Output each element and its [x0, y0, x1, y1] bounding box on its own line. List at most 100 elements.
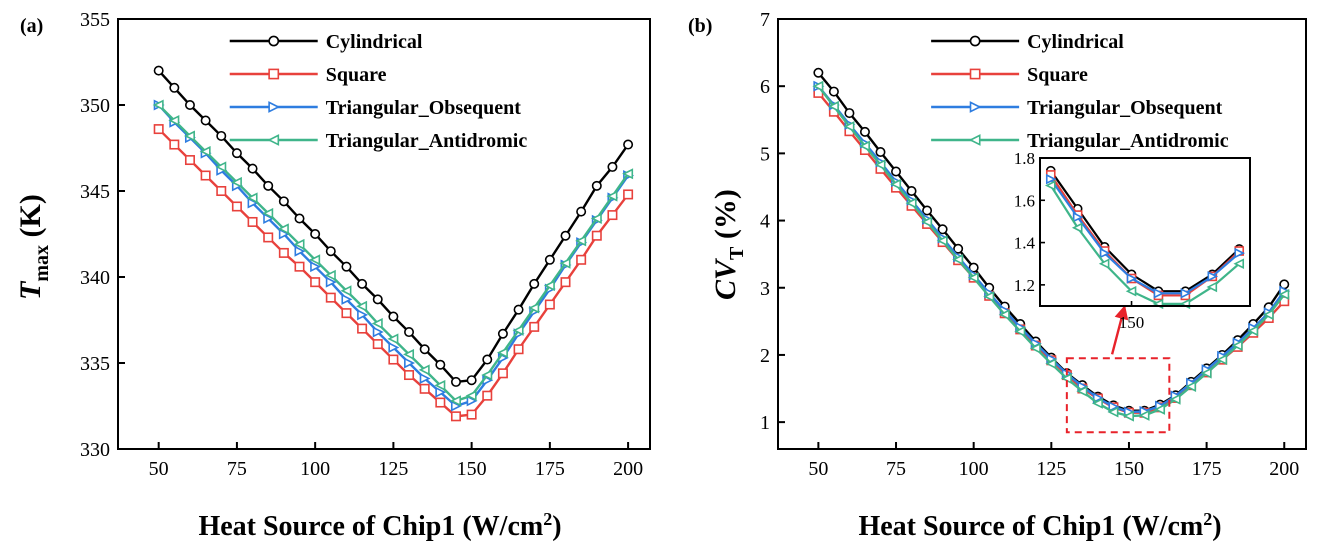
panel-b-point-cylindrical: [953, 243, 964, 254]
panel-a-legend-item-cylindrical: Cylindrical: [229, 31, 423, 53]
panel-b-y-tick-label: 2: [760, 345, 770, 367]
panel-b-point-triangular-antidromic: [858, 140, 870, 152]
panel-a-point-triangular-antidromic: [528, 302, 540, 314]
inset-point-triangular-obsequent: [1099, 247, 1111, 259]
panel-b-point-triangular-antidromic: [1278, 288, 1290, 300]
panel-a-point-cylindrical: [231, 148, 242, 159]
panel-b-legend-label: Square: [1027, 64, 1088, 86]
panel-a-point-square: [404, 370, 415, 381]
panel-b-point-triangular-antidromic: [967, 272, 979, 284]
panel-b-legend-item-triangular-obsequent: Triangular_Obsequent: [931, 97, 1223, 119]
panel-a-point-cylindrical: [372, 294, 383, 305]
panel-a-point-square: [200, 170, 211, 181]
panel-a-point-triangular-antidromic: [387, 333, 399, 345]
panel-a-point-triangular-obsequent: [263, 213, 275, 225]
panel-a-point-square: [247, 216, 258, 227]
panel-a-y-axis-label: Tmax (K): [14, 194, 53, 300]
panel-a-legend-label: Triangular_Obsequent: [326, 97, 522, 119]
panel-a-point-square: [357, 323, 368, 334]
panel-b-y-tick-label: 7: [760, 9, 770, 31]
panel-a-y-tick-label: 345: [80, 181, 110, 203]
panel-a-point-cylindrical: [529, 278, 540, 289]
panel-a-point-triangular-antidromic: [183, 130, 195, 142]
panel-a-point-cylindrical: [497, 328, 508, 339]
panel-a-point-triangular-antidromic: [449, 395, 461, 407]
panel-b-point-cylindrical: [922, 205, 933, 216]
panel-a: (a) 50 75 100 125 150 175 200 330 335 340 345 350 35…: [14, 9, 651, 542]
panel-a-point-triangular-antidromic: [559, 257, 571, 269]
panel-a-point-square: [529, 321, 540, 332]
panel-b-point-triangular-antidromic: [874, 159, 886, 171]
panel-a-point-square: [450, 411, 461, 422]
panel-a-point-triangular-antidromic: [575, 235, 587, 247]
panel-a-legend-item-triangular-obsequent: Triangular_Obsequent: [229, 97, 522, 119]
panel-a-point-triangular-antidromic: [340, 285, 352, 297]
panel-b-y-tick-label: 3: [760, 278, 770, 300]
panel-a-point-cylindrical: [294, 213, 305, 224]
panel-a-point-cylindrical: [357, 278, 368, 289]
panel-a-point-square: [544, 299, 555, 310]
panel-a-point-cylindrical: [310, 229, 321, 240]
panel-b-point-triangular-antidromic: [1076, 385, 1088, 397]
panel-a-y-tick-label: 335: [80, 353, 110, 375]
panel-a-point-cylindrical: [623, 139, 634, 150]
panel-b-point-cylindrical: [875, 147, 886, 158]
panel-b-x-axis-label: Heat Source of Chip1 (W/cm2): [858, 509, 1221, 542]
panel-a-point-triangular-obsequent: [388, 342, 400, 354]
panel-a-x-axis-label: Heat Source of Chip1 (W/cm2): [198, 509, 561, 542]
panel-a-point-triangular-antidromic: [309, 254, 321, 266]
panel-a-x-tick-label: 125: [378, 458, 408, 480]
panel-a-x-tick-label: 175: [535, 458, 565, 480]
panel-b-label: (b): [688, 15, 712, 37]
panel-b-point-triangular-antidromic: [1045, 358, 1057, 370]
panel-a-point-triangular-antidromic: [230, 176, 242, 188]
panel-a-point-cylindrical: [184, 100, 195, 111]
panel-a-point-triangular-antidromic: [622, 168, 634, 180]
panel-a-point-triangular-obsequent: [419, 372, 431, 384]
panel-a-point-square: [388, 354, 399, 365]
panel-b-legend-item-cylindrical: Cylindrical: [931, 31, 1124, 53]
panel-b-y-tick-label: 5: [760, 143, 770, 165]
panel-a-point-square: [482, 390, 493, 401]
panel-a-point-triangular-antidromic: [356, 300, 368, 312]
panel-b-legend-marker: [969, 35, 981, 47]
panel-b-point-triangular-antidromic: [843, 121, 855, 132]
panel-b-point-triangular-antidromic: [1231, 340, 1243, 352]
panel-b-legend-label: Triangular_Obsequent: [1027, 97, 1223, 119]
panel-b-legend-item-square: Square: [931, 64, 1088, 86]
inset-point-triangular-obsequent: [1045, 173, 1057, 185]
panel-a-point-square: [419, 383, 430, 394]
panel-a-legend-marker: [268, 35, 280, 47]
panel-a-legend-marker: [268, 68, 280, 80]
panel-a-point-cylindrical: [544, 254, 555, 265]
panel-b-point-triangular-antidromic: [983, 290, 995, 302]
inset-point-triangular-antidromic: [1044, 180, 1056, 191]
panel-a-point-triangular-antidromic: [512, 324, 524, 336]
panel-a-point-triangular-antidromic: [590, 213, 602, 225]
inset-point-triangular-obsequent: [1153, 288, 1165, 299]
inset-point-triangular-antidromic: [1233, 258, 1245, 270]
inset-y-tick-label: 1.6: [1014, 191, 1035, 210]
panel-a-point-square: [623, 189, 634, 200]
inset-point-triangular-obsequent: [1180, 288, 1192, 299]
panel-a-legend-label: Cylindrical: [326, 31, 423, 53]
panel-a-legend-item-square: Square: [229, 64, 387, 86]
panel-a-point-triangular-obsequent: [278, 228, 290, 240]
panel-a-point-triangular-antidromic: [465, 390, 477, 402]
panel-a-x-tick-label: 75: [227, 458, 247, 480]
panel-a-point-cylindrical: [404, 327, 415, 338]
inset-background: [1040, 158, 1250, 306]
panel-a-point-cylindrical: [482, 354, 493, 365]
panel-a-point-triangular-antidromic: [496, 347, 508, 359]
panel-a-point-triangular-obsequent: [357, 309, 369, 321]
panel-a-point-triangular-antidromic: [246, 192, 258, 204]
panel-b-point-triangular-antidromic: [827, 100, 839, 112]
panel-b-point-cylindrical: [968, 262, 979, 273]
panel-a-series-square: [153, 124, 634, 422]
panel-a-legend-label: Triangular_Antidromic: [326, 130, 528, 152]
panel-b-x-tick-label: 100: [959, 458, 989, 480]
panel-a-y-tick-label: 340: [80, 267, 110, 289]
panel-a-series-triangular-antidromic: [152, 99, 634, 407]
panel-a-point-triangular-obsequent: [450, 400, 462, 412]
panel-a-point-triangular-antidromic: [324, 269, 336, 281]
